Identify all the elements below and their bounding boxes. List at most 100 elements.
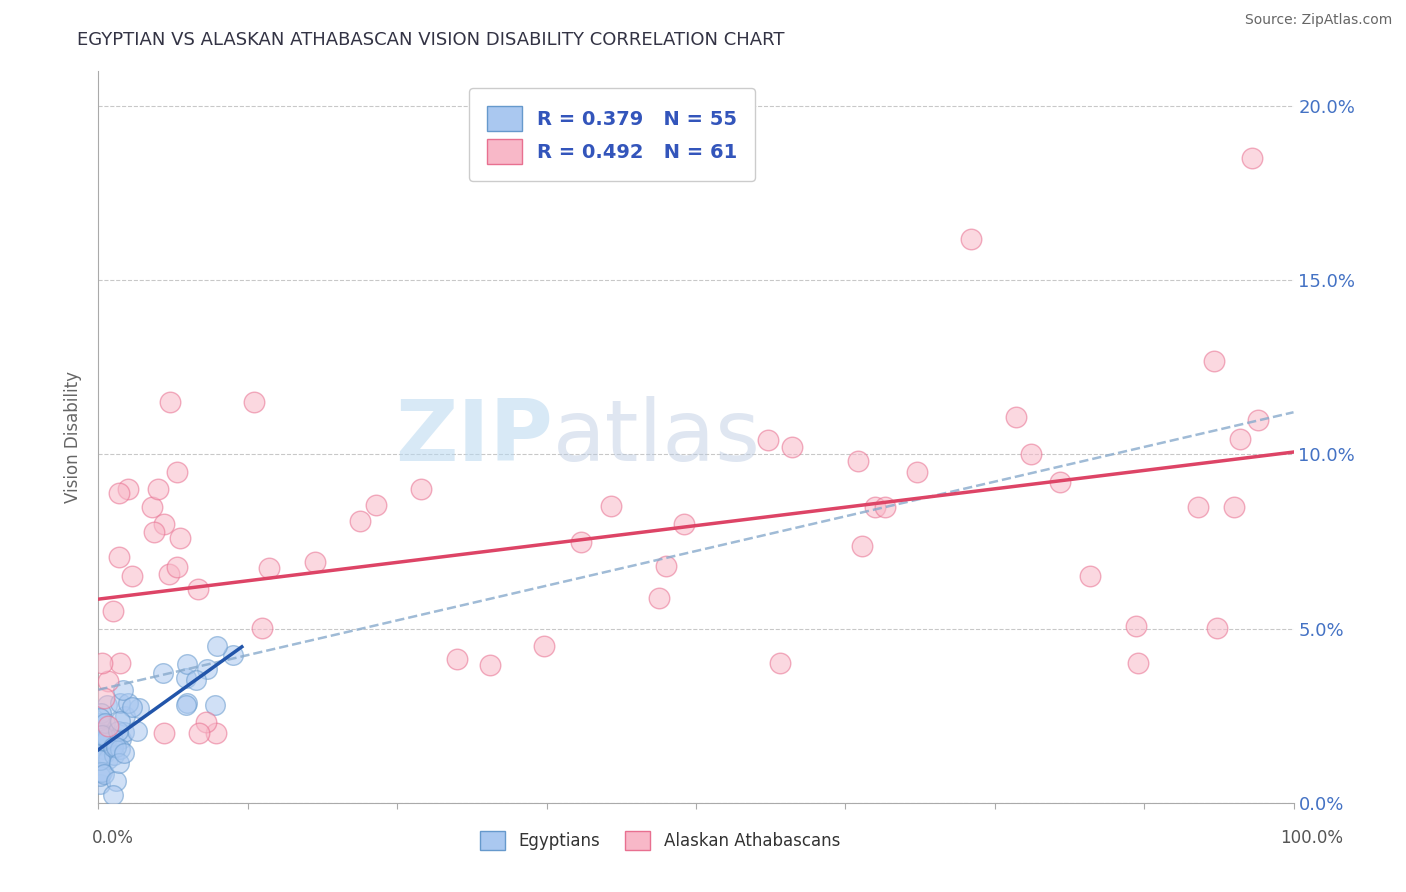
Point [960,231,983,245]
Point [846,453,869,467]
Point [97,751,120,765]
Point [91,742,114,756]
Point [90,737,112,751]
Point [89,738,111,752]
Point [89,753,111,767]
Point [89,747,111,762]
Point [153,517,176,532]
Point [187,582,209,596]
Point [91,723,114,738]
Point [93,766,115,780]
Point [153,726,176,740]
Y-axis label: Vision Disability: Vision Disability [65,371,83,503]
Point [780,440,803,454]
Point [1187,500,1209,514]
Point [114,708,136,723]
Point [364,498,387,512]
Text: ZIP: ZIP [395,395,553,479]
Point [91,737,114,751]
Point [1247,412,1270,426]
Point [125,723,148,738]
Point [1049,475,1071,489]
Point [1223,500,1246,514]
Point [112,746,135,760]
Point [94,716,117,731]
Point [243,395,266,409]
Point [121,569,143,583]
Point [648,591,671,605]
Point [600,499,623,513]
Point [569,535,592,549]
Point [875,500,897,515]
Point [768,657,790,671]
Point [96,731,118,746]
Text: Source: ZipAtlas.com: Source: ZipAtlas.com [1244,13,1392,28]
Text: 0.0%: 0.0% [91,829,134,847]
Point [91,726,114,740]
Point [533,639,555,653]
Point [188,726,211,740]
Point [103,748,125,763]
Point [174,698,197,712]
Point [110,732,132,747]
Point [169,531,191,545]
Point [148,483,170,497]
Point [205,639,228,653]
Point [176,696,198,710]
Point [204,698,226,713]
Point [94,736,117,750]
Point [1202,354,1225,368]
Point [257,561,280,575]
Point [94,746,117,760]
Point [304,556,326,570]
Point [108,657,131,671]
Point [205,726,228,740]
Point [108,714,131,729]
Point [108,741,131,756]
Point [195,662,218,676]
Point [174,671,197,685]
Point [128,700,150,714]
Point [1004,410,1026,425]
Point [101,739,124,754]
Point [1206,621,1229,635]
Text: atlas: atlas [553,395,761,479]
Point [1125,619,1147,633]
Point [101,788,124,802]
Point [117,483,139,497]
Point [121,699,143,714]
Point [108,696,131,710]
Point [1019,448,1042,462]
Point [96,698,118,712]
Point [166,560,188,574]
Point [905,465,928,479]
Point [157,567,180,582]
Point [105,774,128,789]
Legend: Egyptians, Alaskan Athabascans: Egyptians, Alaskan Athabascans [474,824,846,856]
Point [479,658,502,673]
Point [91,764,114,779]
Point [1128,657,1150,671]
Text: 100.0%: 100.0% [1279,829,1343,847]
Point [93,691,115,706]
Point [107,723,129,738]
Point [673,517,696,532]
Text: EGYPTIAN VS ALASKAN ATHABASCAN VISION DISABILITY CORRELATION CHART: EGYPTIAN VS ALASKAN ATHABASCAN VISION DI… [77,31,785,49]
Point [101,732,124,747]
Point [159,395,181,409]
Point [91,728,114,742]
Point [108,756,131,770]
Point [90,706,112,721]
Point [152,666,174,681]
Point [108,550,131,565]
Point [91,657,114,671]
Point [349,514,371,528]
Point [222,648,245,662]
Point [97,718,120,732]
Point [411,483,433,497]
Point [851,539,873,553]
Point [194,715,217,730]
Point [89,716,111,731]
Point [176,657,198,671]
Point [89,769,111,783]
